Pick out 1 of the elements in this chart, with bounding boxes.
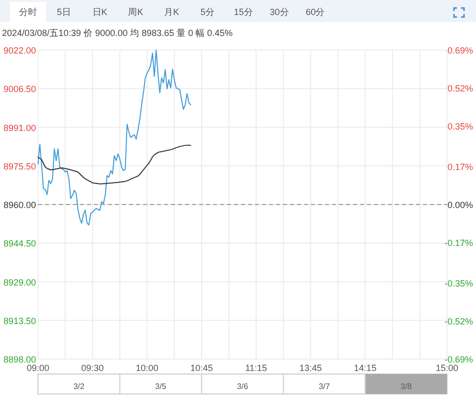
subtitle: 2024/03/08/五10:39 价 9000.00 均 8983.65 量 0 幅 0.45% (2, 28, 233, 38)
